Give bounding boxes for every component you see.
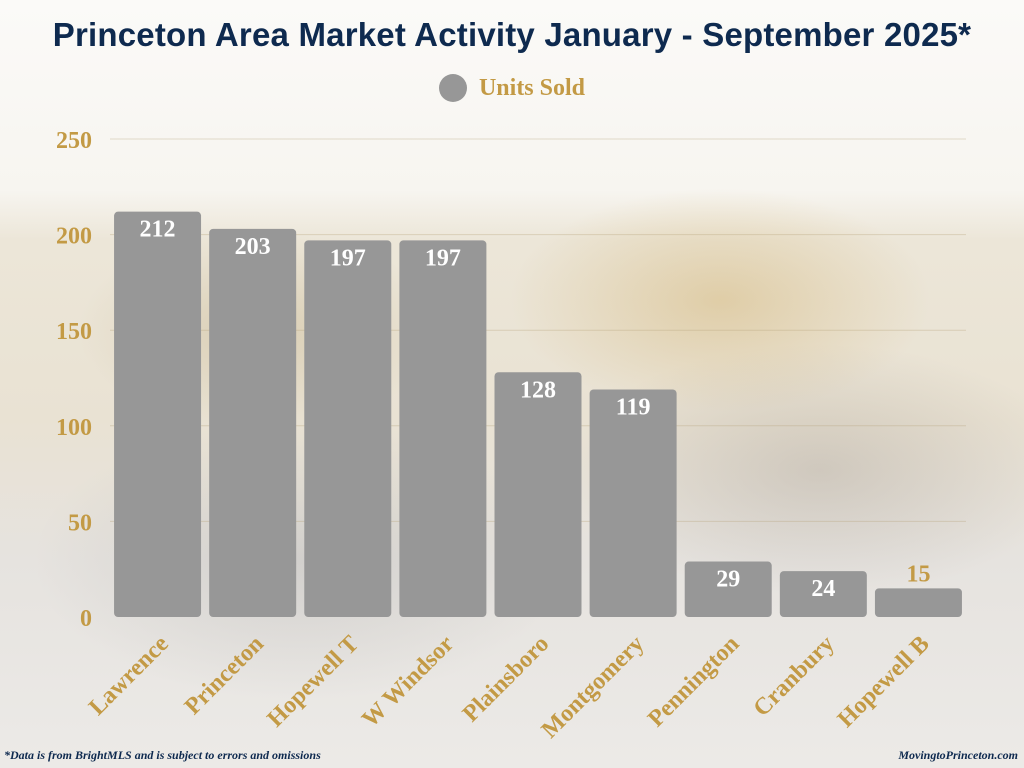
- site-credit: MovingtoPrinceton.com: [898, 748, 1018, 762]
- bar-hopewell-t: [304, 240, 392, 617]
- bar-hopewell-b: [874, 588, 962, 617]
- data-label: 119: [616, 394, 651, 420]
- y-tick-label: 0: [80, 606, 92, 632]
- x-tick-label: Lawrence: [84, 631, 174, 721]
- x-tick-label: W Windsor: [357, 631, 459, 733]
- legend-swatch: [438, 74, 467, 102]
- y-tick-label: 200: [56, 224, 92, 250]
- data-label: 203: [235, 234, 271, 260]
- footnote: *Data is from BrightMLS and is subject t…: [4, 748, 321, 762]
- y-axis: 0 50 100 150 200 250: [56, 128, 92, 632]
- data-label: 15: [906, 561, 930, 587]
- x-tick-label: Cranbury: [749, 631, 840, 722]
- y-tick-label: 250: [56, 128, 92, 154]
- data-label: 128: [520, 377, 556, 403]
- data-label: 212: [140, 217, 176, 243]
- x-tick-label: Princeton: [180, 631, 269, 720]
- bar-cranbury: [779, 571, 867, 617]
- bar-princeton: [209, 228, 297, 617]
- y-tick-label: 100: [56, 415, 92, 441]
- data-label: 29: [716, 567, 740, 593]
- legend-label: Units Sold: [478, 74, 586, 101]
- x-tick-label: Hopewell B: [833, 631, 935, 733]
- x-tick-label: Pennington: [643, 631, 744, 732]
- bars: [114, 211, 962, 617]
- bar-lawrence: [114, 211, 202, 617]
- bar-pennington: [684, 561, 772, 617]
- x-tick-label: Montgomery: [537, 631, 650, 744]
- data-label: 197: [330, 245, 366, 271]
- bar-montgomery: [589, 389, 677, 617]
- bar-w-windsor: [399, 240, 487, 617]
- y-tick-label: 150: [56, 319, 92, 345]
- legend: Units Sold: [0, 74, 1024, 102]
- chart-title: Princeton Area Market Activity January -…: [52, 16, 972, 53]
- data-labels: 212 203 197 197 128 119 29 24 15: [140, 217, 931, 602]
- x-tick-label: Hopewell T: [263, 631, 365, 733]
- data-label: 24: [811, 576, 835, 602]
- bar-plainsboro: [494, 372, 582, 617]
- data-label: 197: [425, 245, 461, 271]
- x-tick-label: Plainsboro: [458, 631, 554, 727]
- y-tick-label: 50: [68, 510, 92, 536]
